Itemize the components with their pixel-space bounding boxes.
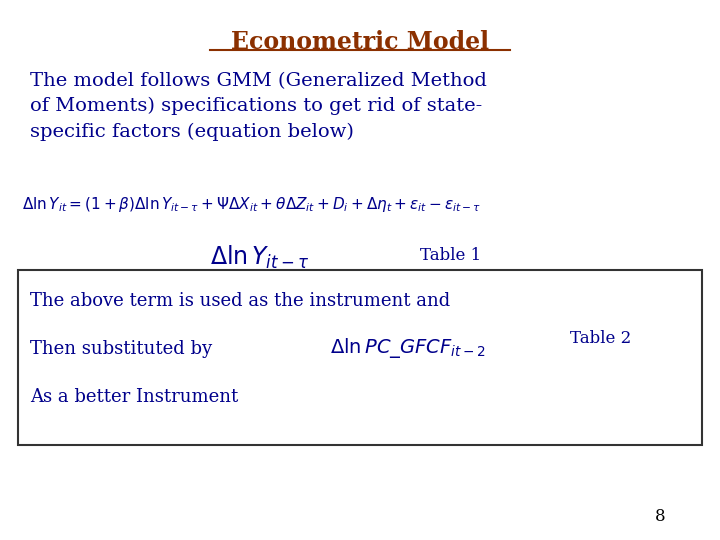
Text: The above term is used as the instrument and: The above term is used as the instrument… [30, 292, 450, 310]
Text: Table 2: Table 2 [570, 330, 631, 347]
Text: 8: 8 [654, 508, 665, 525]
Text: $\Delta \ln PC\_GFCF_{it-2}$: $\Delta \ln PC\_GFCF_{it-2}$ [330, 336, 486, 360]
Text: As a better Instrument: As a better Instrument [30, 388, 238, 406]
Text: $\Delta \ln Y_{it-\tau}$: $\Delta \ln Y_{it-\tau}$ [210, 244, 310, 271]
Bar [18, 270, 702, 445]
Text: Econometric Model: Econometric Model [231, 30, 489, 54]
Text: Table 1: Table 1 [420, 246, 481, 264]
Text: The model follows GMM (Generalized Method
of Moments) specifications to get rid : The model follows GMM (Generalized Metho… [30, 72, 487, 141]
Text: Then substituted by: Then substituted by [30, 340, 212, 358]
Text: $\Delta \ln Y_{it} = (1 + \beta)\Delta \ln Y_{it-\tau} + \Psi\Delta X_{it} + \th: $\Delta \ln Y_{it} = (1 + \beta)\Delta \… [22, 195, 481, 214]
